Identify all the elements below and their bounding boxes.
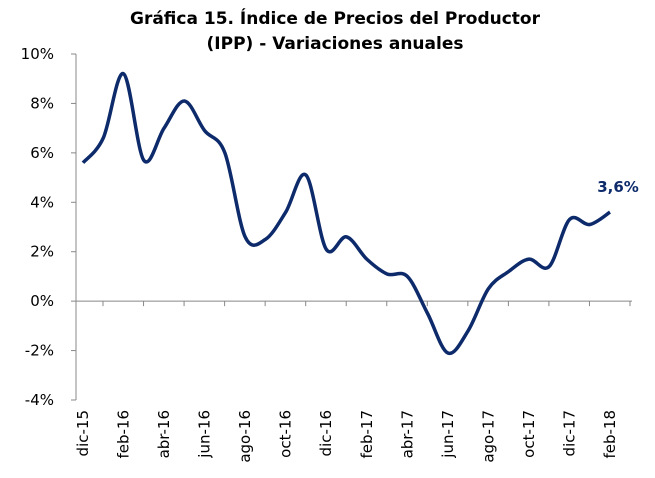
- y-tick-label: 10%: [21, 45, 54, 63]
- x-tick-label: feb-16: [115, 410, 133, 459]
- chart-title: Gráfica 15. Índice de Precios del Produc…: [130, 7, 541, 29]
- x-tick-label: feb-17: [358, 410, 376, 459]
- x-tick-label: ago-16: [236, 410, 254, 463]
- x-tick-label: dic-15: [74, 410, 92, 456]
- x-tick-label: abr-17: [398, 410, 416, 458]
- x-tick-label: oct-17: [520, 410, 538, 458]
- chart-title: (IPP) - Variaciones anuales: [207, 34, 464, 54]
- y-tick-label: 8%: [30, 94, 54, 112]
- x-tick-label: jun-17: [439, 410, 457, 459]
- y-tick-label: -2%: [25, 342, 54, 360]
- x-tick-label: dic-17: [560, 410, 578, 456]
- y-tick-label: 6%: [30, 144, 54, 162]
- y-tick-label: 0%: [30, 292, 54, 310]
- x-tick-label: oct-16: [277, 410, 295, 458]
- x-tick-label: jun-16: [196, 410, 214, 459]
- x-tick-label: dic-16: [317, 410, 335, 456]
- x-tick-label: abr-16: [155, 410, 173, 458]
- y-tick-label: 4%: [30, 193, 54, 211]
- x-tick-label: feb-18: [601, 410, 619, 459]
- y-tick-label: 2%: [30, 243, 54, 261]
- line: [81, 72, 611, 356]
- y-tick-label: -4%: [25, 391, 54, 409]
- x-tick-label: ago-17: [479, 410, 497, 463]
- data-label: 3,6%: [597, 178, 639, 196]
